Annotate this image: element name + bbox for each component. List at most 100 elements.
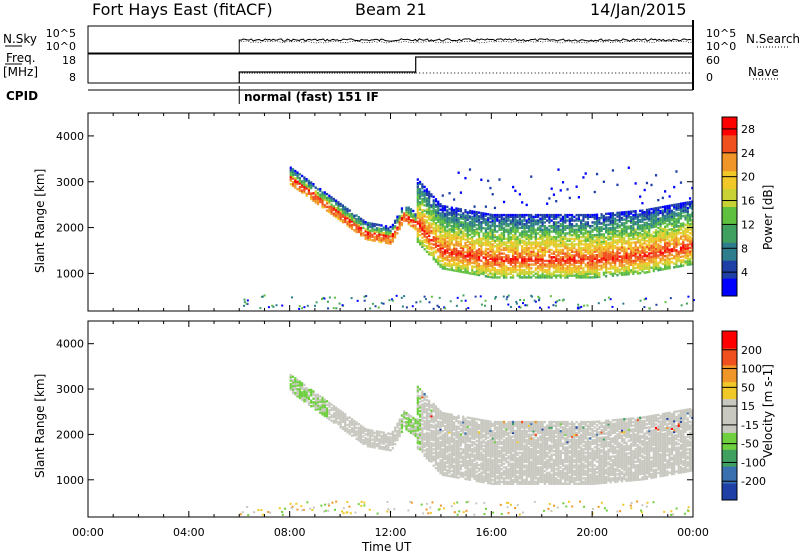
power-cell: [586, 267, 590, 270]
power-cell: [514, 221, 517, 224]
power-cell: [591, 234, 594, 237]
power-cell: [298, 307, 301, 310]
power-cell: [482, 234, 485, 237]
power-cell: [321, 298, 324, 301]
power-cell: [643, 247, 646, 251]
power-cell: [643, 260, 646, 263]
velocity-cell: [362, 426, 365, 429]
power-cell: [600, 247, 603, 251]
power-cell: [518, 276, 522, 279]
velocity-cell: [387, 432, 390, 435]
velocity-cell: [350, 419, 354, 423]
velocity-cell: [314, 395, 317, 398]
velocity-cell: [373, 446, 376, 449]
power-cell: [666, 225, 669, 228]
velocity-cell: [439, 410, 442, 413]
power-cell: [446, 224, 449, 227]
power-cell: [664, 234, 667, 238]
power-cell: [570, 246, 574, 250]
power-cell: [484, 304, 487, 307]
power-cell: [561, 181, 565, 184]
velocity-cell: [380, 436, 383, 439]
power-cell: [620, 229, 624, 233]
velocity-cell: [357, 422, 360, 426]
power-cell: [639, 233, 642, 236]
power-cell: [655, 303, 658, 306]
power-cell: [616, 257, 619, 260]
power-cell: [673, 233, 676, 236]
power-cell: [512, 217, 515, 220]
power-cell: [650, 183, 653, 187]
velocity-cell: [409, 426, 413, 429]
power-cell: [559, 245, 562, 248]
power-cell: [527, 217, 531, 220]
power-cell: [580, 252, 583, 255]
power-cell: [639, 195, 642, 198]
power-cell: [521, 276, 524, 279]
power-cell: [523, 250, 526, 253]
velocity-cell: [344, 418, 347, 421]
power-cell: [384, 236, 388, 239]
velocity-cell: [312, 397, 315, 400]
power-cell: [611, 224, 615, 228]
power-cell: [507, 246, 510, 250]
power-cell: [407, 217, 410, 220]
power-cell: [355, 221, 358, 225]
power-cell: [466, 240, 469, 243]
velocity-cell: [325, 410, 329, 414]
power-cell: [632, 213, 635, 217]
power-cell: [620, 242, 624, 245]
power-cell: [509, 257, 512, 261]
power-cell: [421, 214, 424, 217]
power-cell: [673, 244, 676, 247]
power-cell: [650, 255, 653, 258]
power-cell: [666, 208, 669, 212]
velocity-cell: [337, 422, 340, 426]
power-cell: [589, 263, 592, 266]
power-cell: [523, 228, 526, 231]
power-cell: [550, 257, 553, 261]
power-cell: [339, 217, 342, 220]
power-cell: [668, 265, 671, 268]
power-cell: [466, 266, 469, 269]
power-cell: [554, 304, 557, 307]
power-cell: [641, 225, 644, 229]
power-cell: [477, 262, 481, 266]
power-cell: [466, 236, 469, 240]
power-cell: [573, 257, 576, 261]
power-cell: [466, 251, 469, 254]
velocity-cell: [319, 400, 322, 404]
power-cell: [654, 208, 658, 212]
power-cell: [323, 193, 326, 196]
power-cell: [543, 265, 546, 268]
power-cell: [337, 210, 340, 213]
power-cell: [618, 216, 621, 220]
power-cell: [643, 251, 646, 254]
power-cell: [559, 217, 562, 220]
velocity-cell: [409, 415, 413, 418]
power-cell: [618, 229, 621, 233]
power-cell: [607, 241, 610, 245]
power-cell: [428, 198, 431, 201]
power-cell: [543, 254, 546, 257]
power-cell: [487, 218, 490, 222]
velocity-cell: [389, 440, 392, 443]
power-cell: [498, 215, 501, 219]
power-cell: [555, 268, 558, 272]
power-cell: [580, 248, 583, 252]
power-cell: [459, 270, 463, 273]
power-cell: [670, 253, 674, 257]
power-cell: [559, 219, 562, 222]
power-cell: [675, 223, 678, 226]
power-cell: [648, 222, 651, 226]
power-cell: [625, 247, 628, 250]
velocity-cell: [375, 433, 379, 437]
power-cell: [688, 206, 692, 209]
power-cell: [502, 243, 506, 246]
power-cell: [523, 241, 526, 244]
power-cell: [636, 237, 639, 240]
velocity-cell: [328, 412, 331, 415]
velocity-cell: [330, 416, 333, 419]
power-cell: [530, 252, 533, 255]
